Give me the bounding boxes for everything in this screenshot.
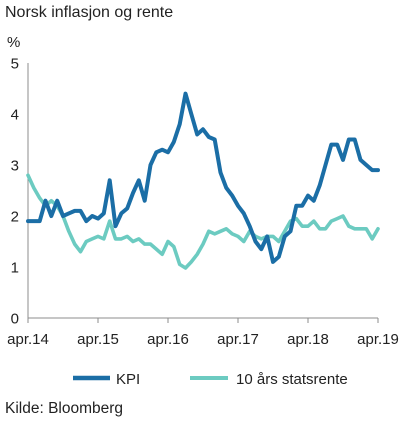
- y-tick-label: 1: [11, 260, 19, 277]
- kpi-line: [26, 91, 380, 264]
- x-tick-label: apr.14: [7, 331, 49, 348]
- chart-title: Norsk inflasjon og rente: [5, 4, 173, 21]
- y-axis-unit: %: [7, 34, 20, 51]
- y-tick-label: 3: [11, 158, 19, 175]
- legend: KPI 10 års statsrente: [73, 371, 348, 388]
- legend-label-statsrente: 10 års statsrente: [236, 371, 348, 388]
- plot-area: [26, 91, 380, 270]
- x-tick-label: apr.18: [287, 331, 329, 348]
- x-tick-label: apr.19: [357, 331, 399, 348]
- y-tick-label: 2: [11, 209, 19, 226]
- statsrente-line: [26, 173, 380, 270]
- y-tick-label: 5: [11, 56, 19, 73]
- y-tick-label: 0: [11, 311, 19, 328]
- x-tick-label: apr.15: [77, 331, 119, 348]
- y-tick-label: 4: [11, 107, 19, 124]
- x-tick-label: apr.16: [147, 331, 189, 348]
- y-tick-labels: 0 1 2 3 4 5: [11, 56, 19, 328]
- source-note: Kilde: Bloomberg: [5, 400, 123, 417]
- x-tick-labels: apr.14 apr.15 apr.16 apr.17 apr.18 apr.19: [7, 318, 399, 348]
- x-tick-label: apr.17: [217, 331, 259, 348]
- legend-label-kpi: KPI: [116, 371, 140, 388]
